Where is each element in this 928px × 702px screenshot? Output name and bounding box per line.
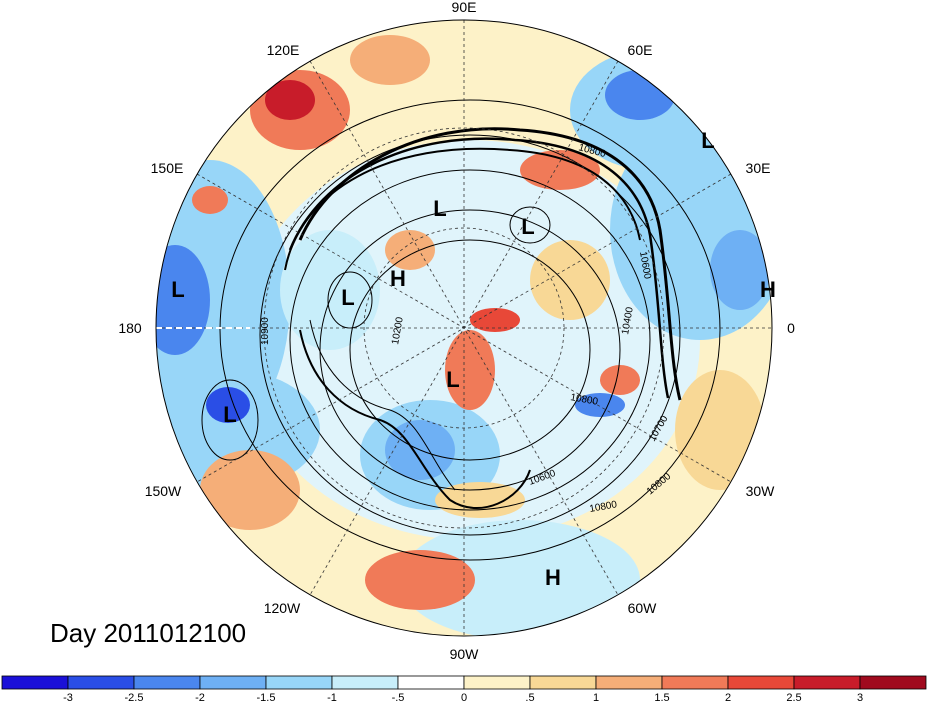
lon-label-150w: 150W [145,483,182,499]
contour-label: 10600 [637,251,653,281]
colorbar-tick-label: 1 [593,692,599,702]
low-center: L [446,367,459,392]
colorbar-tick-label: -1 [327,692,337,702]
colorbar-tick-label: -3 [63,692,73,702]
colorbar: -3 -2.5 -2 -1.5 -1 -.5 0 .5 1 1.5 2 2.5 3 [1,675,927,702]
low-center: L [341,285,354,310]
low-center: L [433,196,446,221]
colorbar-tick-label: 1.5 [654,692,669,702]
high-center: H [390,266,406,291]
low-center: L [171,277,184,302]
colorbar-swatch [595,675,663,690]
colorbar-tick-label: -.5 [392,692,405,702]
low-center: L [701,128,714,153]
lon-label-120w: 120W [264,600,301,616]
lon-label-60w: 60W [628,600,658,616]
colorbar-swatch [859,675,927,690]
colorbar-swatch [463,675,531,690]
lon-label-180: 180 [118,320,142,336]
contour-label: 10900 [260,317,271,345]
colorbar-swatch [67,675,135,690]
lon-label-150e: 150E [151,160,184,176]
lon-label-60e: 60E [628,42,653,58]
colorbar-tick-label: 2 [725,692,731,702]
colorbar-swatch [265,675,333,690]
lon-label-30w: 30W [746,483,776,499]
lon-label-30e: 30E [746,160,771,176]
contour-label: 10400 [620,306,636,336]
longitude-labels: 90E 60E 30E 0 30W 60W 90W 120W 150W 180 … [118,0,795,662]
colorbar-swatch [529,675,597,690]
colorbar-swatch [727,675,795,690]
lon-label-90e: 90E [452,0,477,15]
colorbar-tick-label: 2.5 [786,692,801,702]
lon-label-120e: 120E [267,42,300,58]
high-center: H [760,277,776,302]
graticule [156,20,772,636]
colorbar-swatch [661,675,729,690]
high-center: H [545,565,561,590]
colorbar-tick-label: -2 [195,692,205,702]
day-title: Day 2011012100 [50,618,247,648]
low-center: L [223,402,236,427]
height-contours [201,99,721,561]
colorbar-swatch [133,675,201,690]
colorbar-tick-label: 0 [461,692,467,702]
colorbar-tick-label: -2.5 [125,692,144,702]
lon-label-0: 0 [787,320,795,336]
colorbar-swatch [199,675,267,690]
pressure-centers: L L L L L L L H H H [171,128,776,590]
colorbar-tick-label: .5 [525,692,534,702]
colorbar-swatch [793,675,861,690]
lon-label-90w: 90W [450,646,480,662]
colorbar-tick-label: -1.5 [257,692,276,702]
contour-label: 10800 [569,392,599,408]
colorbar-swatch [397,675,465,690]
colorbar-tick-label: 3 [857,692,863,702]
colorbar-swatch [1,675,69,690]
low-center: L [521,214,534,239]
colorbar-swatch [331,675,399,690]
contour-label: 10800 [589,499,619,515]
map-boundary [155,19,773,637]
contour-label: 10200 [390,316,406,346]
